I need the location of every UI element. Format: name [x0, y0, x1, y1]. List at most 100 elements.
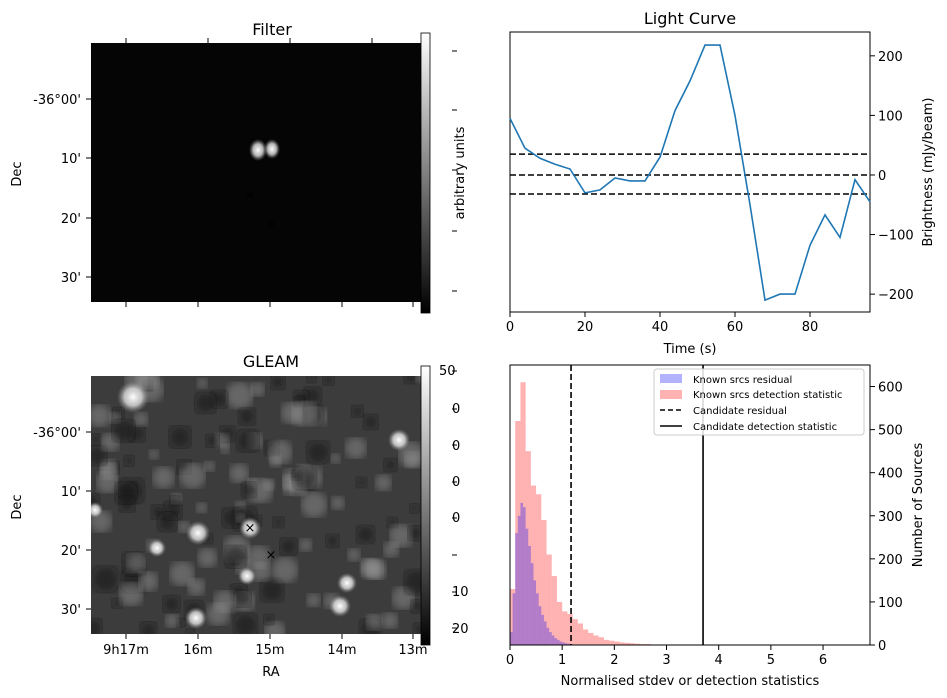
hist-axes-frame [509, 364, 871, 646]
gleam-source [238, 567, 256, 585]
gleam-ytick-label: 30' [61, 603, 81, 618]
gleam-noise-blob [111, 418, 136, 443]
gleam-noise-blob [125, 552, 147, 574]
gleam-ytick-label: 10' [61, 485, 81, 500]
gleam-noise-blob [325, 533, 340, 549]
gleam-ytick-label: 20' [61, 544, 81, 559]
gleam-marker-red: × [266, 548, 277, 563]
gleam-noise-blob [267, 439, 293, 465]
hist-bar [520, 382, 526, 645]
gleam-noise-blob [229, 463, 250, 484]
lc-title: Light Curve [644, 9, 736, 28]
gleam-noise-blob [389, 523, 414, 548]
gleam-xtick-label: 9h17m [103, 643, 149, 658]
gleam-source [117, 381, 149, 413]
gleam-noise-blob [365, 613, 383, 631]
hist-bar [543, 621, 547, 645]
hist-bar [533, 580, 537, 645]
gleam-noise-blob [114, 481, 138, 505]
legend-frame [653, 368, 865, 436]
hist-bar [619, 642, 625, 645]
gleam-cbar-tick-label: 20 [452, 622, 469, 637]
legend-label: Candidate residual [693, 406, 787, 417]
hist-bar [538, 606, 542, 645]
hist-xtick-label: 1 [558, 653, 566, 668]
hist-bar [562, 611, 568, 645]
lc-ytick-label: 0 [878, 169, 886, 184]
gleam-noise-blob [223, 544, 248, 569]
gleam-noise-blob [196, 377, 208, 389]
gleam-noise-blob [233, 589, 252, 608]
gleam-source [148, 539, 166, 557]
legend-label: Known srcs detection statistic [693, 390, 842, 401]
gleam-ytick-label: -36°00' [33, 426, 81, 441]
gleam-noise-blob [91, 617, 103, 634]
gleam-xtick-label: 16m [183, 643, 212, 658]
lc-xtick-label: 20 [577, 320, 594, 335]
light-curve-panel: Light Curve 0 20 40 60 80 −200 −100 0 100 200 Ti… [506, 9, 936, 357]
hist-ytick-label: 500 [878, 424, 903, 439]
gleam-xaxis: 9h17m 16m 15m 14m 13m RA [103, 634, 428, 680]
lc-series-line [509, 44, 871, 302]
gleam-noise-blob [403, 376, 419, 385]
gleam-noise-blob [306, 376, 317, 384]
gleam-noise-blob [291, 400, 318, 427]
hist-bar [541, 614, 544, 645]
gleam-cbar-tick-label: 0 [452, 511, 460, 526]
hist-bar [523, 507, 526, 645]
hist-bar [564, 643, 568, 645]
gleam-noise-blob [91, 433, 102, 446]
gleam-noise-blob [362, 413, 379, 431]
gleam-noise-blob [330, 453, 341, 464]
lc-ytick-label: −200 [878, 288, 914, 303]
lc-xtick-label: 80 [802, 320, 819, 335]
gleam-source [239, 517, 261, 539]
filter-source-left [249, 139, 267, 161]
hist-xtick-label: 5 [767, 653, 775, 668]
gleam-source [185, 607, 207, 629]
gleam-noise-blob [232, 612, 259, 634]
gleam-noise-blob [91, 565, 120, 594]
hist-ytick-label: 600 [878, 381, 903, 396]
gleam-noise-blob [322, 376, 335, 386]
hist-bar [572, 619, 578, 645]
gleam-noise-blob [164, 613, 180, 628]
hist-bar [593, 635, 599, 645]
hist-bar [567, 613, 573, 645]
hist-bar [530, 563, 534, 645]
gleam-noise-blob [240, 481, 258, 499]
gleam-source [388, 429, 410, 451]
hist-bar [546, 627, 550, 645]
gleam-noise-blob [111, 597, 123, 609]
gleam-noise-blob [133, 411, 149, 427]
gleam-noise-blob [213, 590, 237, 614]
gleam-noise-blob [355, 476, 368, 489]
gleam-source [329, 595, 351, 617]
lc-ytick-label: −100 [878, 229, 914, 244]
gleam-noise-blob [187, 577, 206, 596]
gleam-noise-blob [91, 404, 111, 428]
gleam-cbar-tick-label: 10 [452, 585, 469, 600]
filter-ytick-label: 10' [61, 152, 81, 167]
hist-ylabel: Number of Sources [911, 443, 926, 568]
gleam-noise-blob [194, 391, 217, 415]
filter-panel: Filter × × -36°00' 10' 20' 30' Dec [10, 20, 468, 314]
gleam-noise-blob [203, 460, 216, 472]
hist-bar [577, 623, 584, 645]
gleam-noise-blob [271, 556, 299, 584]
gleam-noise-blob [91, 445, 108, 467]
gleam-noise-blob [355, 524, 376, 545]
filter-colorbar-label: arbitrary units [453, 126, 468, 219]
hist-bar [525, 451, 531, 645]
lc-ytick-label: 100 [878, 109, 903, 124]
hist-bar [510, 589, 516, 645]
hist-bar [583, 629, 589, 645]
hist-bar [551, 635, 555, 645]
hist-bar [520, 502, 524, 645]
filter-colorbar-ticks [452, 50, 457, 292]
hist-xtick-label: 3 [662, 653, 670, 668]
hist-bar [588, 632, 594, 645]
gleam-noise-blob [251, 561, 272, 582]
hist-ytick-label: 300 [878, 510, 903, 525]
gleam-noise-blob [381, 612, 399, 629]
